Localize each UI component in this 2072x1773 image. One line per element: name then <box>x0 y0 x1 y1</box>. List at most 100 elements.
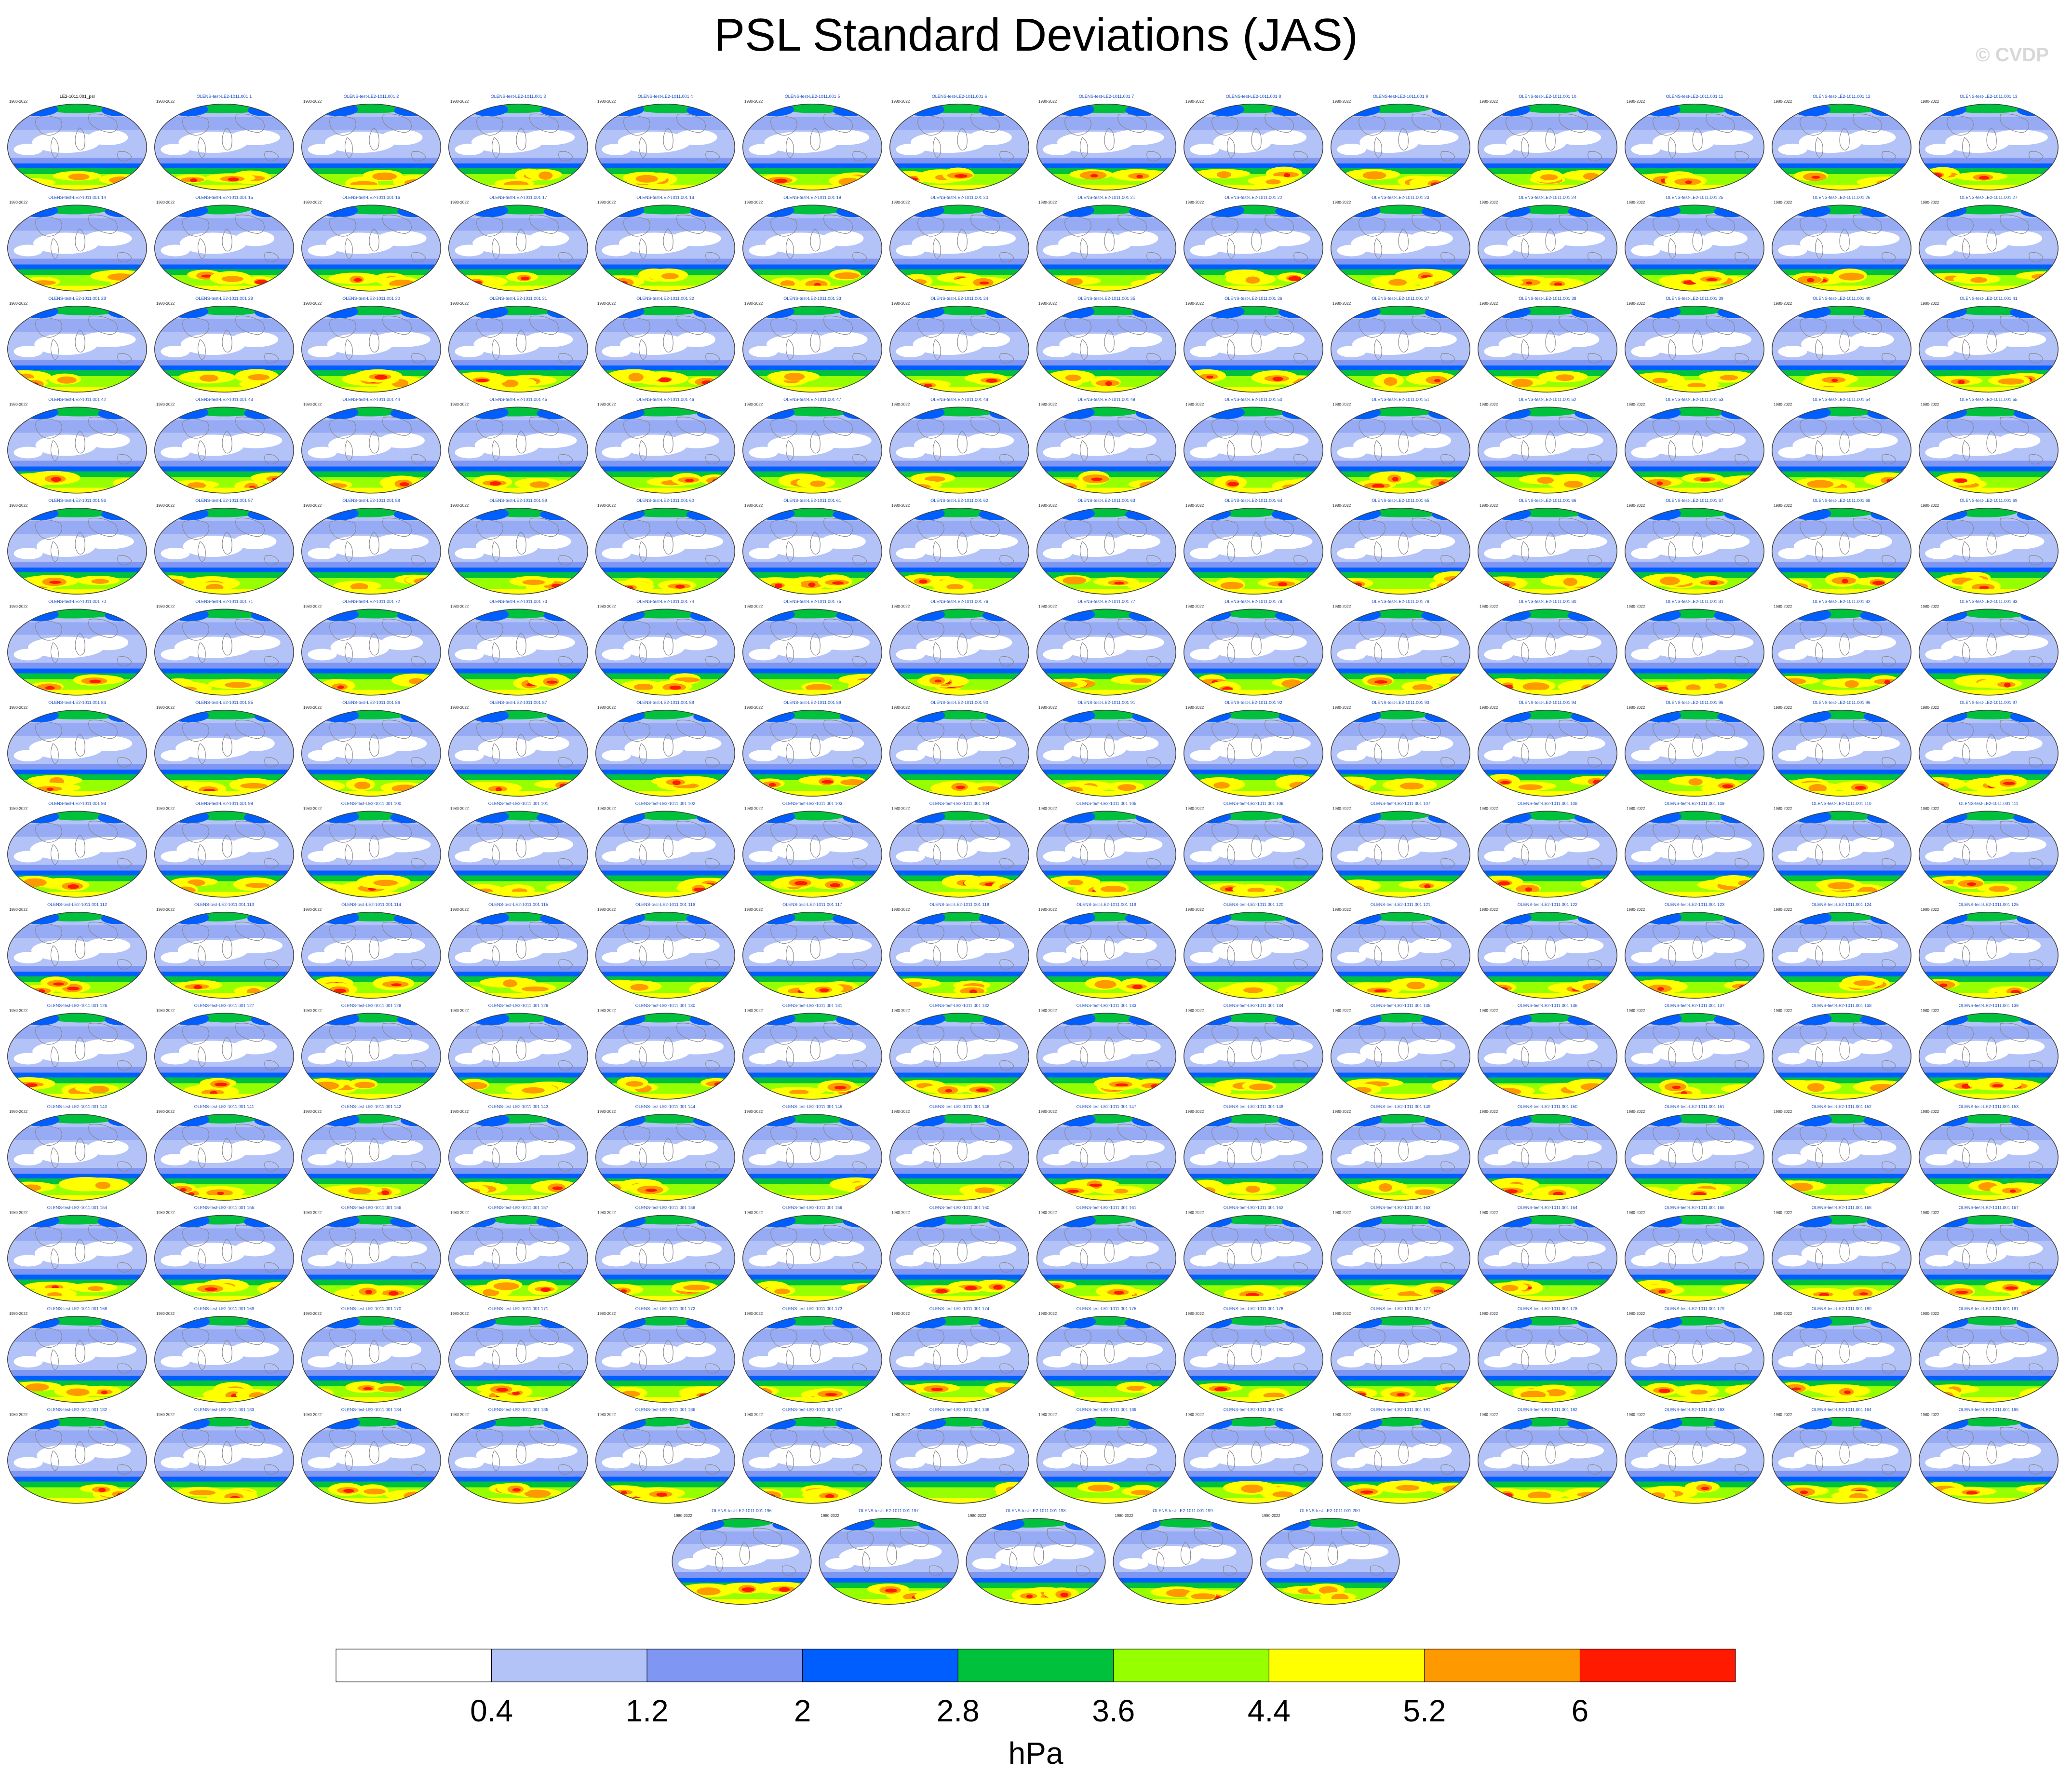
panel-period: 1980-2022 <box>1921 503 1939 508</box>
map-panel: OLENS-test-LE2-1011.001 199 1980-2022 <box>1113 1508 1253 1605</box>
map-panel: OLENS-test-LE2-1011.001 1 1980-2022 <box>154 94 294 190</box>
panel-period: 1980-2022 <box>1038 301 1057 306</box>
map-panel: OLENS-test-LE2-1011.001 109 1980-2022 <box>1625 801 1764 898</box>
panel-period: 1980-2022 <box>1921 301 1939 306</box>
map-panel: OLENS-test-LE2-1011.001 43 1980-2022 <box>154 397 294 494</box>
panel-period: 1980-2022 <box>744 301 763 306</box>
panel-period: 1980-2022 <box>156 907 175 912</box>
map-panel: OLENS-test-LE2-1011.001 147 1980-2022 <box>1036 1104 1176 1201</box>
panel-period: 1980-2022 <box>450 201 469 205</box>
map-panel: OLENS-test-LE2-1011.001 61 1980-2022 <box>742 498 882 595</box>
panel-label: OLENS-test-LE2-1011.001 29 <box>195 296 253 301</box>
panel-label: OLENS-test-LE2-1011.001 54 <box>1813 397 1870 402</box>
page-title: PSL Standard Deviations (JAS) <box>714 9 1358 61</box>
panel-period: 1980-2022 <box>1627 605 1645 609</box>
map-panel: OLENS-test-LE2-1011.001 28 1980-2022 <box>7 296 147 392</box>
map-panel: OLENS-test-LE2-1011.001 119 1980-2022 <box>1036 902 1176 999</box>
colorbar-box <box>646 1649 803 1682</box>
map-panel: OLENS-test-LE2-1011.001 87 1980-2022 <box>448 700 588 797</box>
panel-label: OLENS-test-LE2-1011.001 91 <box>1077 700 1135 705</box>
panel-label: OLENS-test-LE2-1011.001 9 <box>1373 94 1428 99</box>
map-panel: OLENS-test-LE2-1011.001 134 1980-2022 <box>1184 1003 1323 1100</box>
panel-label: OLENS-test-LE2-1011.001 193 <box>1665 1408 1724 1412</box>
panel-period: 1980-2022 <box>303 403 322 407</box>
panel-label: OLENS-test-LE2-1011.001 12 <box>1813 94 1870 99</box>
map-panel: OLENS-test-LE2-1011.001 127 1980-2022 <box>154 1003 294 1100</box>
panel-label: OLENS-test-LE2-1011.001 35 <box>1077 296 1135 301</box>
panel-label: OLENS-test-LE2-1011.001 110 <box>1812 801 1871 806</box>
panel-label: OLENS-test-LE2-1011.001 10 <box>1519 94 1576 99</box>
panel-period: 1980-2022 <box>1038 1413 1057 1417</box>
panel-period: 1980-2022 <box>597 301 616 306</box>
panel-period: 1980-2022 <box>1332 1110 1351 1114</box>
panel-label: OLENS-test-LE2-1011.001 71 <box>195 599 253 604</box>
map-panel: OLENS-test-LE2-1011.001 163 1980-2022 <box>1331 1205 1470 1302</box>
panel-period: 1980-2022 <box>1627 1110 1645 1114</box>
panel-label: OLENS-test-LE2-1011.001 63 <box>1077 498 1135 503</box>
panel-period: 1980-2022 <box>1185 99 1204 104</box>
map-panel: OLENS-test-LE2-1011.001 73 1980-2022 <box>448 599 588 696</box>
panel-label: OLENS-test-LE2-1011.001 197 <box>859 1508 918 1513</box>
panel-period: 1980-2022 <box>1332 1312 1351 1316</box>
map-panel: OLENS-test-LE2-1011.001 114 1980-2022 <box>301 902 441 999</box>
map-panel: OLENS-test-LE2-1011.001 141 1980-2022 <box>154 1104 294 1201</box>
panel-period: 1980-2022 <box>891 705 910 710</box>
panel-period: 1980-2022 <box>9 1413 28 1417</box>
map-panel: OLENS-test-LE2-1011.001 96 1980-2022 <box>1772 700 1911 797</box>
colorbar-box <box>491 1649 647 1682</box>
map-panel: OLENS-test-LE2-1011.001 7 1980-2022 <box>1036 94 1176 190</box>
map-panel: OLENS-test-LE2-1011.001 91 1980-2022 <box>1036 700 1176 797</box>
map-panel: OLENS-test-LE2-1011.001 152 1980-2022 <box>1772 1104 1911 1201</box>
panel-label: OLENS-test-LE2-1011.001 144 <box>635 1104 695 1109</box>
panel-label: OLENS-test-LE2-1011.001 166 <box>1812 1205 1871 1210</box>
panel-label: OLENS-test-LE2-1011.001 99 <box>195 801 253 806</box>
panel-period: 1980-2022 <box>1480 201 1498 205</box>
map-panel: OLENS-test-LE2-1011.001 182 1980-2022 <box>7 1408 147 1504</box>
map-panel: OLENS-test-LE2-1011.001 154 1980-2022 <box>7 1205 147 1302</box>
map-panel: OLENS-test-LE2-1011.001 16 1980-2022 <box>301 195 441 292</box>
panel-period: 1980-2022 <box>1332 301 1351 306</box>
panel-label: OLENS-test-LE2-1011.001 4 <box>638 94 693 99</box>
panel-period: 1980-2022 <box>1480 1211 1498 1215</box>
panel-period: 1980-2022 <box>9 807 28 811</box>
panel-label: OLENS-test-LE2-1011.001 52 <box>1519 397 1576 402</box>
watermark: © CVDP <box>1976 44 2049 66</box>
colorbar-tick-label: 5.2 <box>1403 1693 1446 1728</box>
panel-period: 1980-2022 <box>450 99 469 104</box>
panel-period: 1980-2022 <box>1480 907 1498 912</box>
panel-label: OLENS-test-LE2-1011.001 150 <box>1518 1104 1577 1109</box>
panel-label: OLENS-test-LE2-1011.001 112 <box>47 902 107 907</box>
map-panel: OLENS-test-LE2-1011.001 125 1980-2022 <box>1919 902 2059 999</box>
panel-period: 1980-2022 <box>1038 1211 1057 1215</box>
map-panel: OLENS-test-LE2-1011.001 130 1980-2022 <box>595 1003 735 1100</box>
map-panel: OLENS-test-LE2-1011.001 24 1980-2022 <box>1478 195 1617 292</box>
map-panel: OLENS-test-LE2-1011.001 31 1980-2022 <box>448 296 588 392</box>
panel-label: OLENS-test-LE2-1011.001 21 <box>1077 195 1135 200</box>
panel-label: OLENS-test-LE2-1011.001 164 <box>1518 1205 1577 1210</box>
panel-period: 1980-2022 <box>1038 403 1057 407</box>
panel-label: OLENS-test-LE2-1011.001 125 <box>1959 902 2018 907</box>
colorbar-tick-label: 4.4 <box>1248 1693 1291 1728</box>
panel-period: 1980-2022 <box>744 605 763 609</box>
map-panel: OLENS-test-LE2-1011.001 19 1980-2022 <box>742 195 882 292</box>
map-panel: OLENS-test-LE2-1011.001 103 1980-2022 <box>742 801 882 898</box>
panel-label: OLENS-test-LE2-1011.001 40 <box>1813 296 1870 301</box>
panel-period: 1980-2022 <box>1332 1009 1351 1013</box>
map-panel: OLENS-test-LE2-1011.001 23 1980-2022 <box>1331 195 1470 292</box>
map-panel: OLENS-test-LE2-1011.001 97 1980-2022 <box>1919 700 2059 797</box>
panel-period: 1980-2022 <box>303 1009 322 1013</box>
panel-grid: LE2-1011.001_psl1980-2022OLENS-test-LE2-… <box>7 94 2059 1605</box>
map-panel: OLENS-test-LE2-1011.001 21 1980-2022 <box>1036 195 1176 292</box>
panel-period: 1980-2022 <box>891 1413 910 1417</box>
map-panel: OLENS-test-LE2-1011.001 124 1980-2022 <box>1772 902 1911 999</box>
map-panel: OLENS-test-LE2-1011.001 111 1980-2022 <box>1919 801 2059 898</box>
colorbar-box <box>1113 1649 1269 1682</box>
map-panel: OLENS-test-LE2-1011.001 132 1980-2022 <box>889 1003 1029 1100</box>
map-panel: OLENS-test-LE2-1011.001 115 1980-2022 <box>448 902 588 999</box>
panel-label: OLENS-test-LE2-1011.001 161 <box>1076 1205 1136 1210</box>
map-panel: OLENS-test-LE2-1011.001 155 1980-2022 <box>154 1205 294 1302</box>
panel-period: 1980-2022 <box>156 201 175 205</box>
map-panel: OLENS-test-LE2-1011.001 20 1980-2022 <box>889 195 1029 292</box>
panel-period: 1980-2022 <box>156 301 175 306</box>
panel-period: 1980-2022 <box>1921 605 1939 609</box>
